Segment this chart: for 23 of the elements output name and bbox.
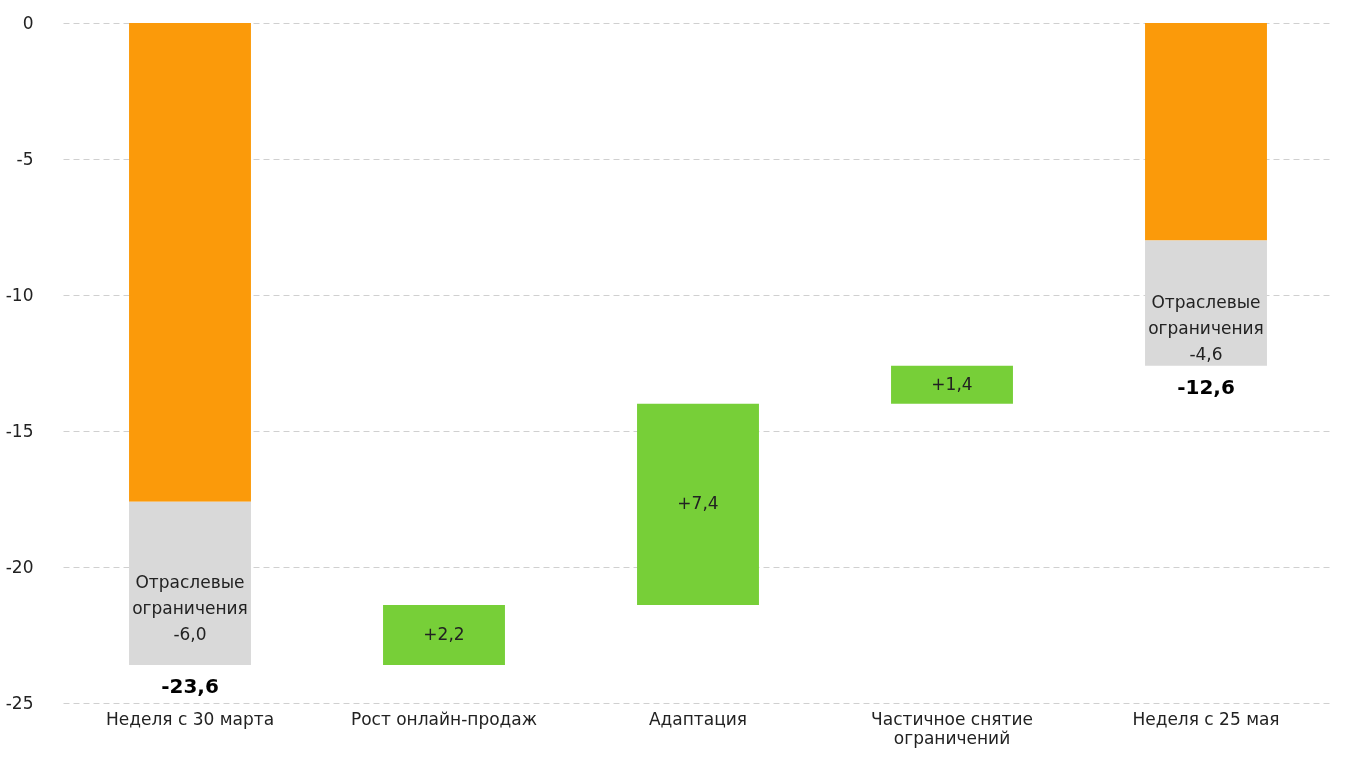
total-label: -12,6 (1177, 374, 1235, 399)
total-label: -23,6 (161, 673, 219, 698)
y-tick-label: -20 (5, 556, 34, 577)
y-tick-label: -10 (5, 284, 34, 305)
x-tick-label: Адаптация (648, 708, 748, 729)
data-label: +2,2 (423, 624, 465, 644)
bar (891, 365, 1013, 404)
data-label: +7,4 (677, 493, 719, 514)
x-tick-label: Частичное снятие ограничений (871, 708, 1033, 748)
bar (129, 23, 251, 502)
y-tick-label: -5 (16, 148, 34, 169)
bar (383, 605, 505, 665)
data-label: +1,4 (931, 373, 973, 394)
data-label: Отраслевые ограничения -4,6 (1148, 292, 1264, 365)
data-label: Отраслевые ограничения -6,0 (132, 572, 248, 645)
x-tick-label: Рост онлайн-продаж (350, 708, 538, 729)
x-tick-label: Неделя с 30 марта (105, 708, 275, 729)
y-tick-label: 0 (22, 12, 34, 33)
y-tick-label: -15 (5, 420, 34, 441)
bar (1145, 23, 1267, 241)
y-tick-label: -25 (5, 692, 34, 713)
bar (637, 403, 759, 606)
x-tick-label: Неделя с 25 мая (1132, 708, 1280, 729)
